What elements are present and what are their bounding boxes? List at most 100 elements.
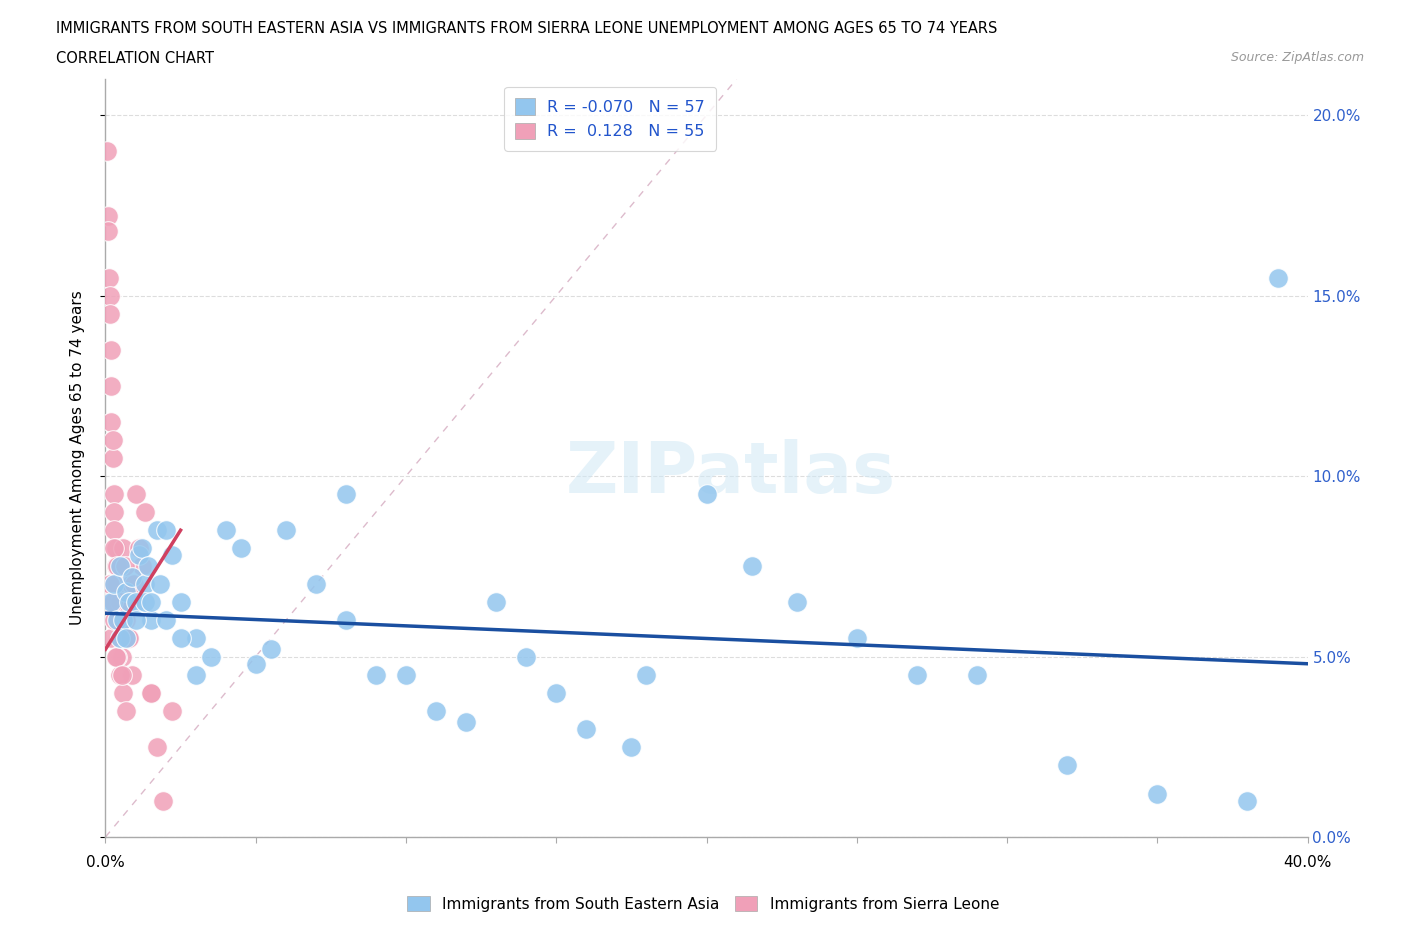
Point [115, 631, 138, 646]
Point [121, 667, 143, 682]
Point [122, 577, 145, 591]
Point [100, 379, 122, 393]
Point [110, 559, 132, 574]
Point [97, 223, 120, 238]
Point [148, 577, 170, 591]
Text: Source: ZipAtlas.com: Source: ZipAtlas.com [1230, 51, 1364, 64]
Point [115, 613, 138, 628]
Point [107, 649, 129, 664]
Text: CORRELATION CHART: CORRELATION CHART [56, 51, 214, 66]
Point [636, 667, 658, 682]
Point [110, 595, 132, 610]
Point [118, 595, 141, 610]
Point [103, 505, 125, 520]
Point [905, 667, 928, 682]
Point [139, 685, 162, 700]
Point [169, 595, 191, 610]
Point [101, 595, 124, 610]
Point [160, 548, 183, 563]
Point [152, 793, 174, 808]
Point [1056, 757, 1078, 772]
Point [97, 208, 120, 223]
Point [100, 415, 122, 430]
Point [112, 613, 135, 628]
Point [110, 631, 132, 646]
Legend: Immigrants from South Eastern Asia, Immigrants from Sierra Leone: Immigrants from South Eastern Asia, Immi… [401, 889, 1005, 918]
Point [104, 649, 127, 664]
Point [160, 703, 183, 718]
Point [184, 667, 207, 682]
Point [110, 667, 132, 682]
Point [364, 667, 387, 682]
Point [456, 714, 478, 729]
Point [103, 541, 125, 556]
Point [620, 739, 643, 754]
Point [131, 541, 153, 556]
Point [107, 595, 129, 610]
Point [184, 631, 207, 646]
Point [741, 559, 763, 574]
Point [124, 595, 146, 610]
Point [98, 306, 121, 321]
Point [96, 144, 118, 159]
Text: 0.0%: 0.0% [86, 855, 125, 870]
Point [200, 649, 222, 664]
Point [103, 486, 125, 501]
Point [101, 432, 124, 447]
Point [98, 577, 121, 591]
Point [114, 559, 136, 574]
Point [169, 631, 191, 646]
Point [100, 595, 122, 610]
Point [134, 595, 156, 610]
Point [107, 559, 129, 574]
Point [97, 595, 120, 610]
Point [395, 667, 418, 682]
Point [101, 451, 124, 466]
Point [155, 523, 177, 538]
Point [110, 559, 132, 574]
Point [696, 486, 718, 501]
Point [117, 631, 139, 646]
Point [966, 667, 988, 682]
Legend: R = -0.070   N = 57, R =  0.128   N = 55: R = -0.070 N = 57, R = 0.128 N = 55 [505, 87, 717, 151]
Text: IMMIGRANTS FROM SOUTH EASTERN ASIA VS IMMIGRANTS FROM SIERRA LEONE UNEMPLOYMENT : IMMIGRANTS FROM SOUTH EASTERN ASIA VS IM… [56, 21, 998, 36]
Point [98, 288, 121, 303]
Point [98, 270, 121, 285]
Point [111, 649, 134, 664]
Point [112, 541, 135, 556]
Point [134, 505, 156, 520]
Point [103, 523, 125, 538]
Point [112, 685, 135, 700]
Point [121, 570, 143, 585]
Point [786, 595, 808, 610]
Point [134, 577, 156, 591]
Point [128, 541, 150, 556]
Point [136, 559, 159, 574]
Point [575, 722, 598, 737]
Point [229, 541, 252, 556]
Point [108, 613, 131, 628]
Point [139, 613, 162, 628]
Point [124, 486, 146, 501]
Point [100, 342, 122, 357]
Point [425, 703, 447, 718]
Point [131, 559, 153, 574]
Point [515, 649, 537, 664]
Text: ZIPatlas: ZIPatlas [565, 439, 896, 508]
Point [335, 486, 357, 501]
Point [1236, 793, 1258, 808]
Point [104, 541, 127, 556]
Point [260, 642, 283, 657]
Y-axis label: Unemployment Among Ages 65 to 74 years: Unemployment Among Ages 65 to 74 years [70, 291, 84, 625]
Point [1146, 786, 1168, 801]
Point [214, 523, 236, 538]
Text: 40.0%: 40.0% [1284, 855, 1331, 870]
Point [845, 631, 868, 646]
Point [107, 613, 129, 628]
Point [145, 739, 167, 754]
Point [485, 595, 508, 610]
Point [107, 577, 129, 591]
Point [546, 685, 568, 700]
Point [103, 577, 125, 591]
Point [139, 595, 162, 610]
